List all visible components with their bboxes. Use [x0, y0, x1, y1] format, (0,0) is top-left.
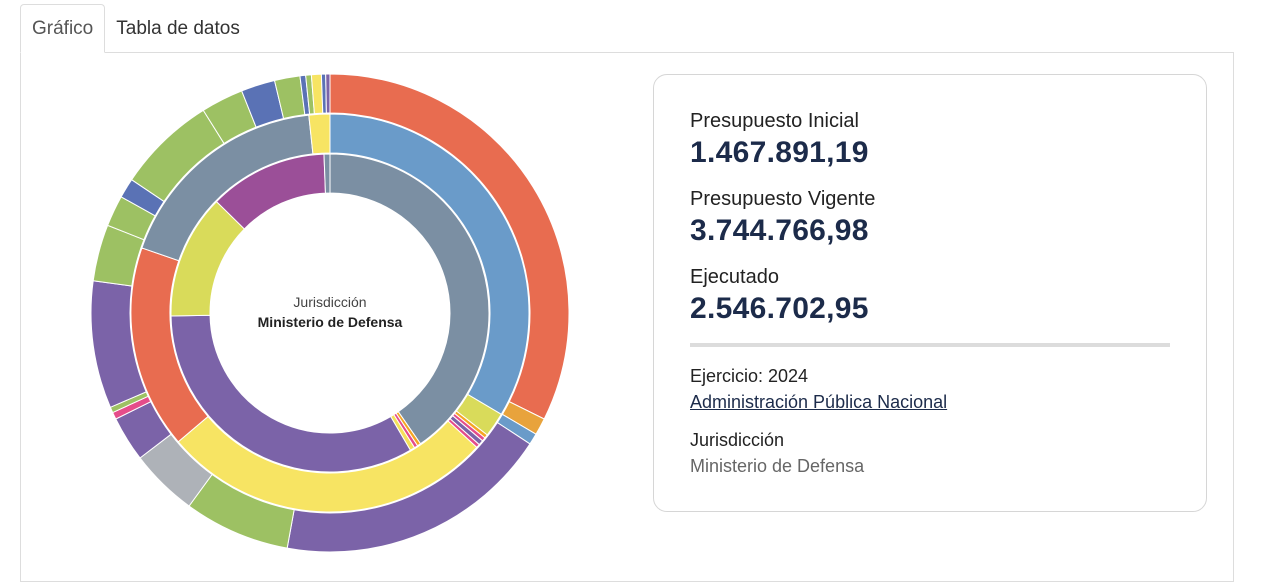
inner-ring-slice-1[interactable] — [329, 153, 490, 445]
chart-center-label: Jurisdicción Ministerio de Defensa — [210, 293, 450, 333]
inner-ring-slice-8[interactable] — [323, 153, 331, 194]
tab-grafico[interactable]: Gráfico — [20, 4, 106, 53]
chart-rings — [90, 73, 570, 553]
presupuesto-vigente-value: 3.744.766,98 — [690, 214, 869, 247]
jurisdiccion-value: Ministerio de Defensa — [690, 456, 865, 476]
ejercicio-text: Ejercicio: 2024 — [690, 366, 809, 386]
presupuesto-inicial-label: Presupuesto Inicial — [690, 110, 859, 132]
sunburst-chart — [90, 73, 570, 553]
center-caption: Jurisdicción — [293, 294, 367, 310]
tab-tabla-de-datos[interactable]: Tabla de datos — [116, 17, 240, 39]
center-name: Ministerio de Defensa — [257, 314, 403, 330]
jurisdiccion-label: Jurisdicción — [690, 430, 785, 450]
presupuesto-inicial-value: 1.467.891,19 — [690, 136, 869, 169]
administracion-link[interactable]: Administración Pública Nacional — [690, 392, 948, 412]
summary-card: Presupuesto Inicial 1.467.891,19 Presupu… — [653, 74, 1207, 512]
ejecutado-value: 2.546.702,95 — [690, 292, 869, 325]
divider — [690, 343, 1170, 347]
ejecutado-label: Ejecutado — [690, 266, 779, 288]
outer-ring-slice-22[interactable] — [325, 73, 331, 114]
middle-ring-slice-10[interactable] — [308, 113, 331, 155]
presupuesto-vigente-label: Presupuesto Vigente — [690, 188, 876, 210]
tab-bar: Gráfico Tabla de datos — [20, 4, 251, 53]
